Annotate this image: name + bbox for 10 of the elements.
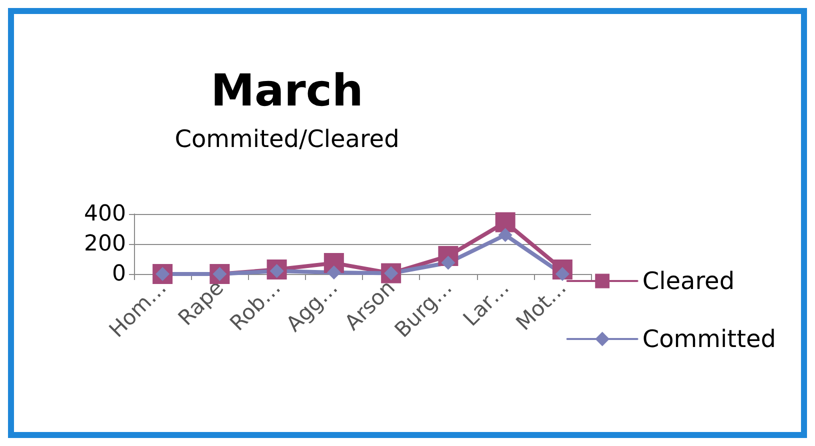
point xyxy=(326,266,341,280)
point xyxy=(495,212,516,232)
point xyxy=(498,228,512,242)
y-tick-label: 400 xyxy=(84,202,126,226)
chart-title: March xyxy=(210,66,364,116)
legend-label: Cleared xyxy=(642,267,735,295)
legend-label: Committed xyxy=(642,325,776,353)
y-tick-label: 200 xyxy=(84,232,126,256)
y-tick-label: 0 xyxy=(112,262,126,286)
chart-subtitle: Commited/Cleared xyxy=(174,125,400,153)
